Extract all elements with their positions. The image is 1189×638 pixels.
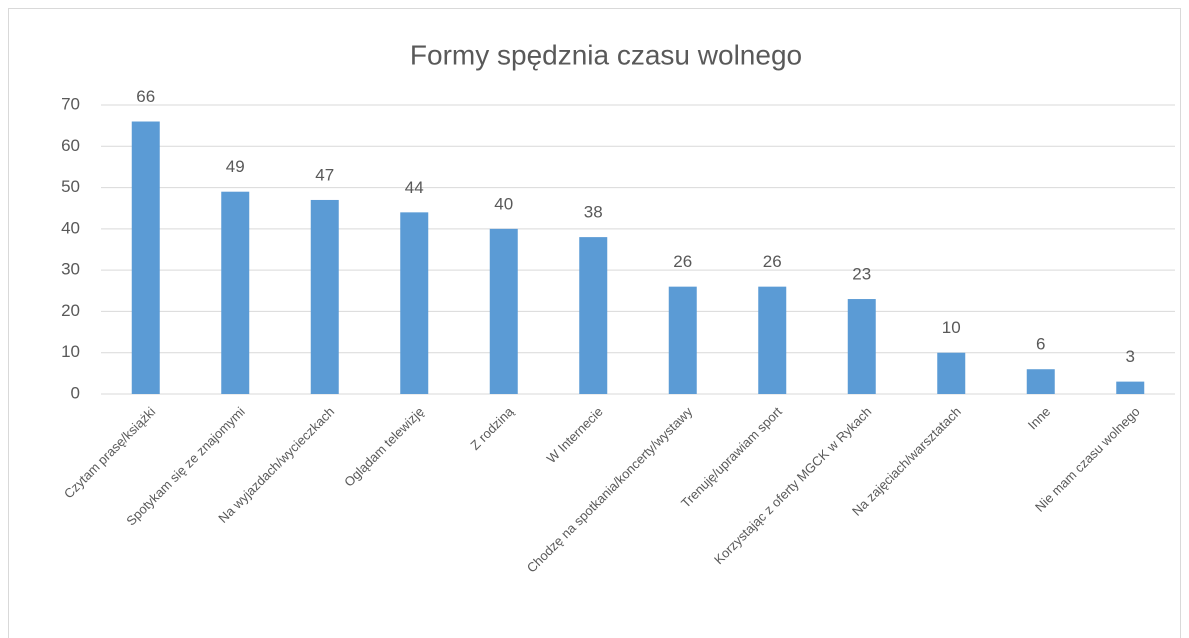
data-label: 6 <box>1036 335 1045 354</box>
data-label: 47 <box>315 165 334 184</box>
bar <box>937 352 966 394</box>
bar <box>579 237 608 394</box>
y-tick-label: 0 <box>71 383 80 402</box>
bar <box>310 199 339 394</box>
y-tick-label: 10 <box>61 342 80 361</box>
data-label: 26 <box>673 252 692 271</box>
data-label: 49 <box>226 157 245 176</box>
bar <box>489 228 518 394</box>
bar <box>131 121 160 394</box>
bar <box>847 299 876 394</box>
data-label: 10 <box>942 318 961 337</box>
y-tick-label: 40 <box>61 218 80 237</box>
bar <box>400 212 429 394</box>
bar <box>221 191 250 394</box>
y-tick-label: 60 <box>61 136 80 155</box>
bar <box>1026 369 1055 394</box>
y-tick-label: 70 <box>61 94 80 113</box>
y-tick-label: 50 <box>61 177 80 196</box>
data-label: 40 <box>494 194 513 213</box>
y-tick-label: 30 <box>61 260 80 279</box>
data-label: 3 <box>1126 347 1135 366</box>
data-label: 26 <box>763 252 782 271</box>
data-label: 44 <box>405 178 424 197</box>
bar <box>758 286 787 394</box>
bar <box>1116 381 1145 394</box>
chart-title: Formy spędznia czasu wolnego <box>410 39 802 70</box>
bar <box>668 286 697 394</box>
y-tick-label: 20 <box>61 301 80 320</box>
data-label: 38 <box>584 203 603 222</box>
data-label: 23 <box>852 265 871 284</box>
data-label: 66 <box>136 87 155 106</box>
